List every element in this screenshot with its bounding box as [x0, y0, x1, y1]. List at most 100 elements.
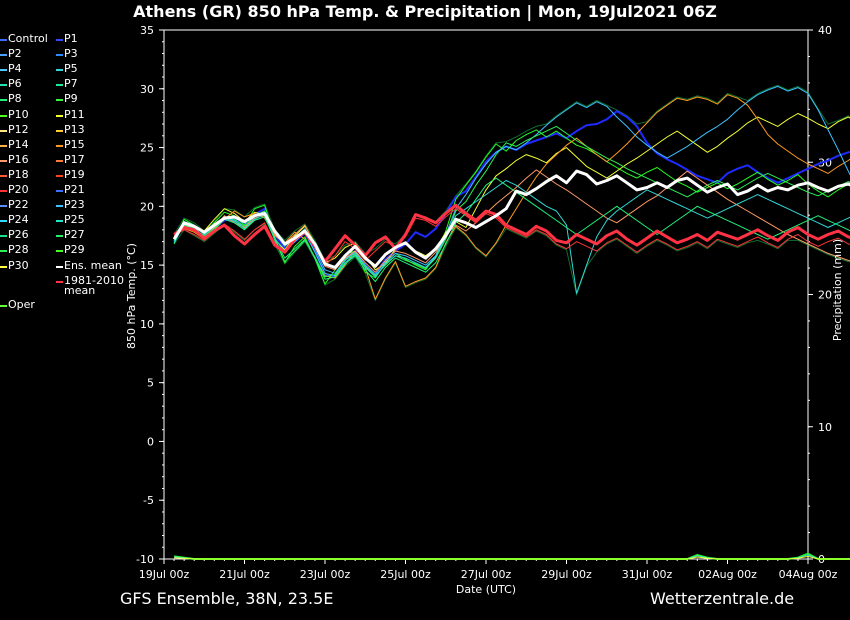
x-tick-label: 23Jul 00z [300, 568, 351, 581]
legend-label: P6 [8, 77, 22, 91]
legend-label: P9 [64, 92, 78, 106]
legend-swatch [56, 144, 63, 147]
legend-label: P13 [64, 122, 85, 136]
legend-swatch [0, 39, 7, 41]
legend-label: P15 [64, 137, 85, 151]
legend-label: P25 [64, 213, 85, 227]
legend-label: P4 [8, 62, 22, 76]
legend-label: P18 [8, 167, 29, 181]
legend-swatch [0, 84, 7, 87]
legend-label: Oper [8, 297, 35, 311]
legend-swatch [56, 114, 63, 117]
y-tick-label: 25 [140, 142, 154, 155]
legend-label: P10 [8, 107, 29, 121]
precip-line [174, 555, 850, 560]
legend-swatch [0, 129, 7, 132]
x-tick-label: 19Jul 00z [139, 568, 190, 581]
y-tick-label: -5 [143, 494, 154, 507]
legend-label: P19 [64, 167, 85, 181]
legend-swatch [0, 99, 7, 102]
legend-label: 1981-2010 [64, 273, 124, 287]
legend-swatch [56, 205, 63, 208]
legend-swatch [0, 205, 7, 208]
legend-label: P30 [8, 258, 29, 272]
legend-label-line2: mean [64, 283, 96, 297]
source-credit: Wetterzentrale.de [650, 589, 795, 608]
y-tick-label: 15 [140, 259, 154, 272]
legend-swatch [0, 220, 7, 223]
legend-label: P20 [8, 183, 29, 196]
legend-label: P7 [64, 77, 78, 91]
series-line-p11 [173, 113, 850, 271]
x-tick-label: 02Aug 00z [698, 568, 757, 581]
y-axis-label: 850 hPa Temp. (°C) [125, 243, 138, 349]
legend-label: P14 [8, 137, 29, 151]
legend-label: P8 [8, 92, 22, 106]
series-line-p28 [173, 125, 850, 278]
legend-label: Control [8, 32, 48, 45]
legend-swatch [56, 174, 63, 177]
legend-swatch [0, 235, 7, 238]
legend-swatch [56, 159, 63, 162]
x-tick-label: 25Jul 00z [380, 568, 431, 581]
legend-label: P29 [64, 243, 85, 257]
y2-tick-label: 40 [818, 24, 832, 37]
legend-label: P23 [64, 198, 85, 212]
legend-label: P28 [8, 243, 29, 257]
axes: -10 -5 0 5 10 15 20 25 30 35 19Jul 00z 21Jul 00z 23J… [136, 24, 838, 581]
series-line-spread-upper [173, 84, 850, 262]
y2-axis-label: Precipitation (mm) [831, 239, 844, 341]
legend: Control P1 P2 P3 P4 P5 P6 P7 P8 P9 P10 P11 P12 P13 P14… [0, 32, 130, 322]
y-tick-label: 20 [140, 200, 154, 213]
legend-swatch [0, 174, 7, 177]
legend-swatch [0, 114, 7, 117]
legend-label: Ens. mean [64, 258, 122, 272]
legend-swatch [0, 190, 7, 192]
legend-swatch [56, 99, 63, 102]
x-tick-label: 31Jul 00z [622, 568, 673, 581]
legend-label: P12 [8, 122, 29, 136]
precipitation-lines [173, 552, 850, 560]
y-tick-label: 5 [147, 377, 154, 390]
series-line-p8 [173, 177, 850, 283]
legend-label: P5 [64, 62, 78, 76]
legend-swatch [56, 250, 63, 253]
legend-swatch [0, 159, 7, 162]
y2-tick-label: 10 [818, 421, 832, 434]
y2-tick-label: 20 [818, 289, 832, 302]
y-tick-label: 10 [140, 318, 154, 331]
legend-label: P27 [64, 228, 85, 242]
legend-label: P16 [8, 152, 29, 166]
legend-swatch [0, 304, 7, 307]
legend-swatch [56, 235, 63, 238]
legend-label: P21 [64, 183, 85, 196]
legend-label: P17 [64, 152, 85, 166]
legend-swatch [56, 220, 63, 223]
legend-swatch [56, 69, 63, 72]
series-lines [172, 84, 850, 302]
x-axis-label: Date (UTC) [456, 583, 516, 596]
legend-swatch [0, 144, 7, 147]
legend-swatch [0, 265, 7, 268]
legend-swatch [0, 250, 7, 253]
legend-label: P24 [8, 213, 29, 227]
legend-label: P2 [8, 47, 22, 61]
series-line-p16 [173, 169, 850, 273]
x-tick-label: 29Jul 00z [541, 568, 592, 581]
legend-label: P22 [8, 198, 29, 212]
y-tick-label: 35 [140, 24, 154, 37]
x-tick-label: 04Aug 00z [779, 568, 838, 581]
legend-swatch [56, 84, 63, 87]
x-tick-label: 21Jul 00z [219, 568, 270, 581]
legend-swatch [56, 39, 63, 41]
legend-swatch [56, 265, 63, 268]
model-info: GFS Ensemble, 38N, 23.5E [120, 589, 334, 608]
legend-label: P3 [64, 47, 78, 61]
legend-swatch [0, 54, 7, 57]
page-title: Athens (GR) 850 hPa Temp. & Precipitatio… [133, 2, 717, 21]
legend-swatch [0, 69, 7, 72]
y-tick-label: -10 [136, 553, 154, 566]
legend-swatch [56, 129, 63, 132]
legend-label: P26 [8, 228, 29, 242]
